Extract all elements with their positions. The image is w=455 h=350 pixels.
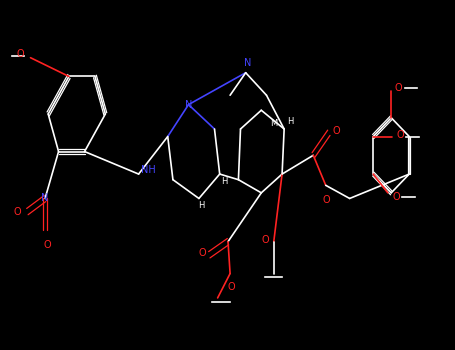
Text: O: O <box>332 126 340 136</box>
Text: O: O <box>43 240 51 250</box>
Text: O: O <box>262 235 269 245</box>
Text: O: O <box>396 130 404 140</box>
Text: O: O <box>392 191 400 202</box>
Text: O: O <box>323 195 331 205</box>
Text: H: H <box>287 117 293 126</box>
Text: N: N <box>185 100 192 110</box>
Text: O: O <box>394 83 402 93</box>
Text: H: H <box>221 177 227 186</box>
Text: O: O <box>13 206 21 217</box>
Text: O: O <box>16 49 24 59</box>
Text: NH: NH <box>141 165 156 175</box>
Text: M: M <box>270 119 278 128</box>
Text: N: N <box>41 194 49 203</box>
Text: N: N <box>244 58 252 68</box>
Text: O: O <box>198 248 206 258</box>
Text: H: H <box>198 202 204 210</box>
Text: O: O <box>228 282 235 292</box>
